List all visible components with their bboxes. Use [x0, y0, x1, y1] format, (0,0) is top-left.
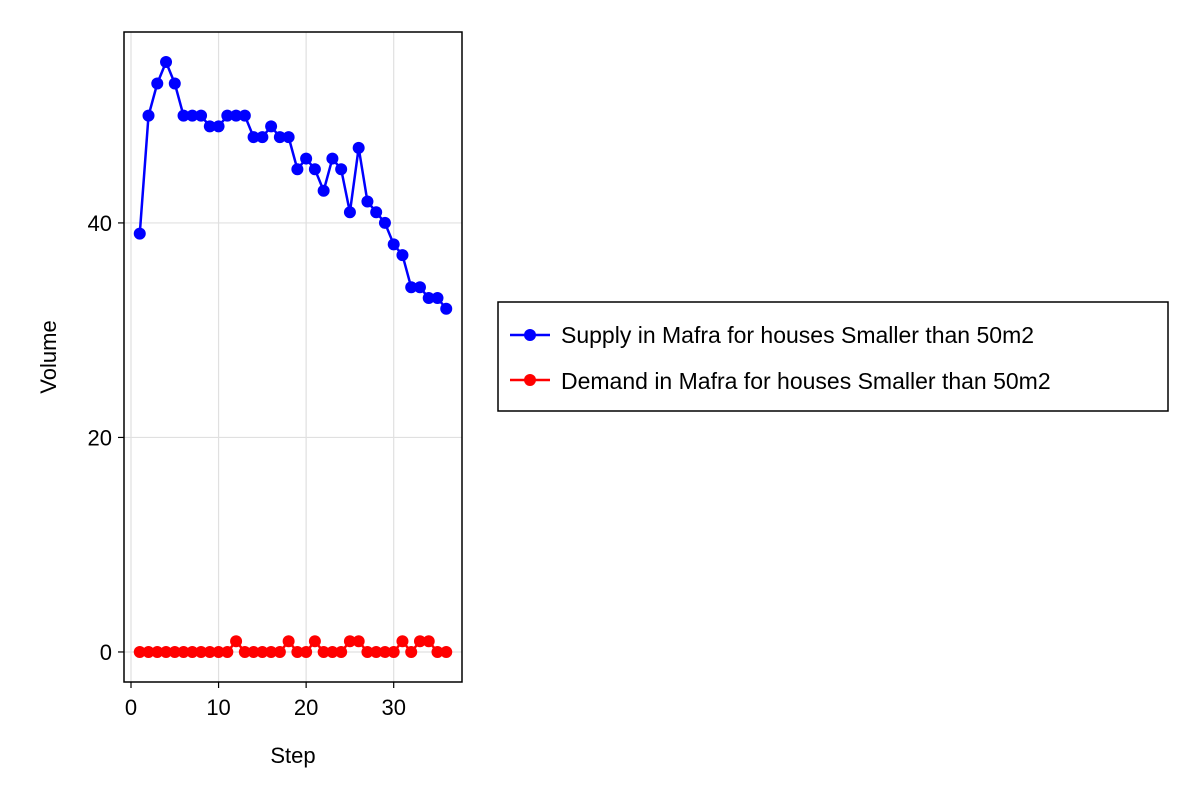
data-point-supply: [300, 152, 313, 165]
data-point-demand: [247, 645, 260, 658]
data-point-supply: [405, 281, 418, 294]
data-point-supply: [177, 109, 190, 122]
data-point-demand: [335, 645, 348, 658]
data-point-supply: [195, 109, 208, 122]
x-tick-label: 30: [381, 695, 405, 720]
y-axis-title: Volume: [36, 320, 61, 393]
grid: [124, 32, 462, 682]
y-tick-label: 20: [88, 425, 112, 450]
data-point-supply: [317, 184, 330, 197]
data-point-demand: [195, 645, 208, 658]
data-point-demand: [151, 645, 164, 658]
data-point-demand: [317, 645, 330, 658]
data-point-demand: [186, 645, 199, 658]
data-point-supply: [256, 131, 269, 144]
data-point-demand: [221, 645, 234, 658]
legend-box: [497, 301, 1169, 412]
data-point-demand: [396, 635, 409, 648]
data-point-supply: [133, 227, 146, 240]
data-point-supply: [160, 56, 173, 69]
data-point-demand: [133, 645, 146, 658]
data-point-demand: [343, 635, 356, 648]
data-point-demand: [282, 635, 295, 648]
data-point-demand: [203, 645, 216, 658]
data-point-supply: [378, 216, 391, 229]
legend-marker-supply: [524, 329, 536, 341]
data-point-demand: [238, 645, 251, 658]
series-supply: [133, 56, 453, 315]
data-point-demand: [326, 645, 339, 658]
series-layer: [133, 56, 453, 658]
data-point-demand: [265, 645, 278, 658]
data-point-supply: [203, 120, 216, 133]
data-point-supply: [230, 109, 243, 122]
data-point-supply: [151, 77, 164, 90]
x-tick-label: 10: [206, 695, 230, 720]
data-point-supply: [168, 77, 181, 90]
data-point-demand: [378, 645, 391, 658]
data-point-supply: [238, 109, 251, 122]
data-point-supply: [343, 206, 356, 219]
data-point-demand: [431, 645, 444, 658]
y-tick-label: 0: [100, 640, 112, 665]
data-point-supply: [221, 109, 234, 122]
data-point-demand: [413, 635, 426, 648]
data-point-demand: [273, 645, 286, 658]
data-point-supply: [352, 141, 365, 154]
legend-label-demand: Demand in Mafra for houses Smaller than …: [561, 368, 1051, 394]
data-point-demand: [177, 645, 190, 658]
data-point-demand: [361, 645, 374, 658]
data-point-demand: [230, 635, 243, 648]
data-point-demand: [370, 645, 383, 658]
data-point-supply: [291, 163, 304, 176]
data-point-supply: [212, 120, 225, 133]
data-point-demand: [142, 645, 155, 658]
data-point-demand: [212, 645, 225, 658]
data-point-supply: [431, 292, 444, 305]
data-point-demand: [300, 645, 313, 658]
series-line-supply: [138, 60, 448, 310]
data-point-supply: [186, 109, 199, 122]
data-point-supply: [273, 131, 286, 144]
series-demand: [133, 635, 453, 658]
data-point-demand: [352, 635, 365, 648]
data-point-demand: [160, 645, 173, 658]
data-point-supply: [396, 249, 409, 262]
data-point-demand: [168, 645, 181, 658]
data-point-supply: [361, 195, 374, 208]
data-point-supply: [413, 281, 426, 294]
data-point-supply: [440, 302, 453, 315]
plot-area: [123, 31, 463, 683]
legend: Supply in Mafra for houses Smaller than …: [497, 301, 1169, 412]
x-axis-title: Step: [270, 743, 315, 768]
data-point-supply: [335, 163, 348, 176]
axis-ticks: 0 10 20 30 0 20 40: [88, 211, 406, 720]
legend-label-supply: Supply in Mafra for houses Smaller than …: [561, 322, 1034, 348]
data-point-supply: [326, 152, 339, 165]
data-point-demand: [405, 645, 418, 658]
data-point-supply: [422, 292, 435, 305]
data-point-supply: [370, 206, 383, 219]
x-tick-label: 0: [125, 695, 137, 720]
data-point-demand: [387, 645, 400, 658]
data-point-supply: [265, 120, 278, 133]
data-point-supply: [308, 163, 321, 176]
data-point-demand: [308, 635, 321, 648]
data-point-supply: [282, 131, 295, 144]
data-point-supply: [387, 238, 400, 251]
data-point-demand: [291, 645, 304, 658]
x-tick-label: 20: [294, 695, 318, 720]
data-point-supply: [142, 109, 155, 122]
data-point-supply: [247, 131, 260, 144]
data-point-demand: [440, 645, 453, 658]
data-point-demand: [422, 635, 435, 648]
legend-marker-demand: [524, 374, 536, 386]
data-point-demand: [256, 645, 269, 658]
y-tick-label: 40: [88, 211, 112, 236]
